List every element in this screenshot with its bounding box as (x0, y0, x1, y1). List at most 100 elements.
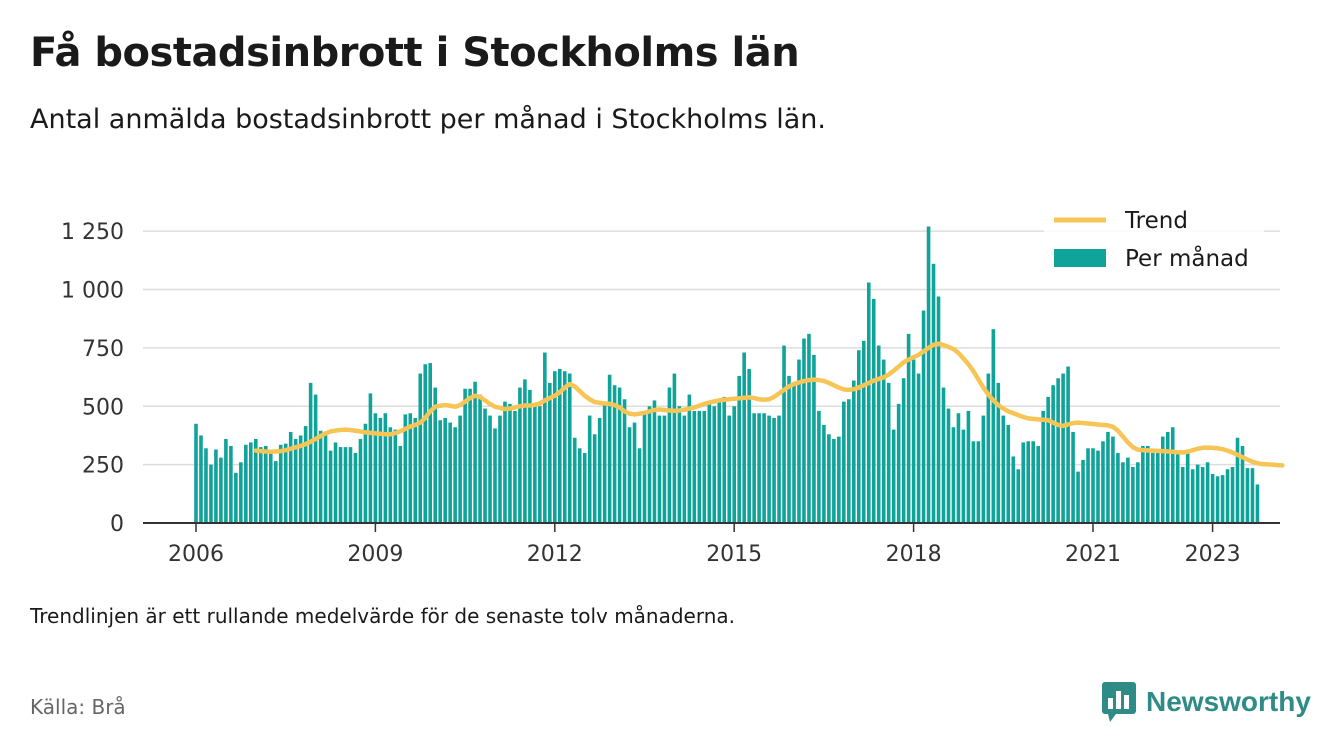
bar (1001, 415, 1006, 523)
bar (293, 438, 298, 523)
bar (448, 422, 452, 523)
bar (328, 450, 333, 523)
bar (234, 472, 238, 523)
bar (418, 373, 423, 523)
bar (747, 368, 751, 523)
brand-logo[interactable]: Newsworthy (1102, 682, 1311, 722)
x-tick-label: 2018 (886, 542, 942, 567)
bar (886, 382, 891, 523)
bar (1031, 441, 1035, 523)
bar (1016, 469, 1021, 523)
bar (298, 435, 303, 523)
bar (742, 352, 746, 523)
bar (1076, 471, 1080, 523)
bar (528, 389, 532, 523)
bar (936, 296, 941, 523)
bar (538, 406, 542, 523)
legend-swatch-bars (1054, 249, 1106, 267)
bar (508, 403, 512, 523)
bar (802, 338, 806, 523)
bar (288, 431, 293, 523)
bar (782, 345, 786, 523)
trend-line-group (253, 341, 1285, 468)
bar (378, 417, 383, 523)
bar (368, 393, 373, 523)
bar (488, 415, 492, 523)
chart-title: Få bostadsinbrott i Stockholms län (30, 30, 800, 76)
bar (642, 413, 647, 523)
bar (1041, 410, 1045, 523)
bar (398, 445, 403, 523)
bar (732, 406, 736, 523)
bar (577, 448, 582, 523)
bar (772, 417, 776, 523)
bar (1051, 385, 1055, 523)
bar (777, 415, 781, 523)
bar (697, 410, 702, 523)
bar (852, 380, 856, 523)
bar (433, 387, 437, 523)
bar (856, 350, 861, 523)
x-tick-label: 2006 (168, 542, 224, 567)
bar (413, 417, 418, 523)
bar (383, 413, 388, 523)
bar (707, 401, 712, 523)
bar (662, 415, 667, 523)
bar (358, 438, 363, 523)
bar (891, 429, 896, 523)
bar (911, 359, 916, 523)
bar (931, 263, 936, 523)
bar (557, 368, 562, 523)
bar (1190, 469, 1195, 523)
bar (1155, 452, 1160, 523)
bar (926, 226, 931, 523)
bar (224, 438, 228, 523)
chart-subtitle: Antal anmälda bostadsinbrott per månad i… (30, 104, 826, 135)
bar (847, 399, 851, 523)
x-tick-label: 2009 (347, 542, 403, 567)
bar (548, 382, 552, 523)
bar (393, 429, 398, 523)
bar (194, 423, 198, 523)
bar (458, 415, 462, 523)
bar (622, 399, 627, 523)
bar (1006, 424, 1011, 523)
bar (562, 371, 567, 523)
bar (1255, 484, 1260, 523)
bar (408, 413, 413, 523)
bar (403, 414, 408, 523)
bar (1131, 466, 1135, 523)
bar (627, 427, 632, 523)
bar (308, 382, 313, 523)
bar (1210, 473, 1215, 523)
bar (348, 447, 353, 523)
bar (229, 445, 233, 523)
chart-svg: 0 250 500 750 1 000 1 250 2006 2009 2012 2015 2018… (61, 202, 1285, 567)
bar (263, 445, 268, 523)
bar (976, 441, 981, 523)
bar (1205, 462, 1210, 523)
bar (762, 413, 766, 523)
bar (677, 406, 682, 523)
bar (1091, 448, 1095, 523)
x-tick-label: 2023 (1185, 542, 1241, 567)
bar (727, 415, 732, 523)
bar (209, 464, 213, 524)
bar (1071, 431, 1075, 523)
bar (333, 442, 338, 523)
bar (996, 382, 1001, 523)
bar (268, 452, 273, 523)
bar (637, 448, 642, 523)
y-tick-label: 250 (82, 454, 124, 479)
bar (587, 415, 592, 523)
bar (837, 436, 841, 523)
bar (1225, 469, 1230, 523)
bar (787, 375, 791, 523)
y-tick-label: 1 250 (61, 220, 124, 245)
x-tick-label: 2015 (706, 542, 762, 567)
newsworthy-logo-icon (1102, 682, 1136, 722)
bar (388, 427, 393, 523)
bar (722, 396, 727, 523)
bar (702, 410, 707, 523)
x-tick-label: 2021 (1065, 542, 1121, 567)
